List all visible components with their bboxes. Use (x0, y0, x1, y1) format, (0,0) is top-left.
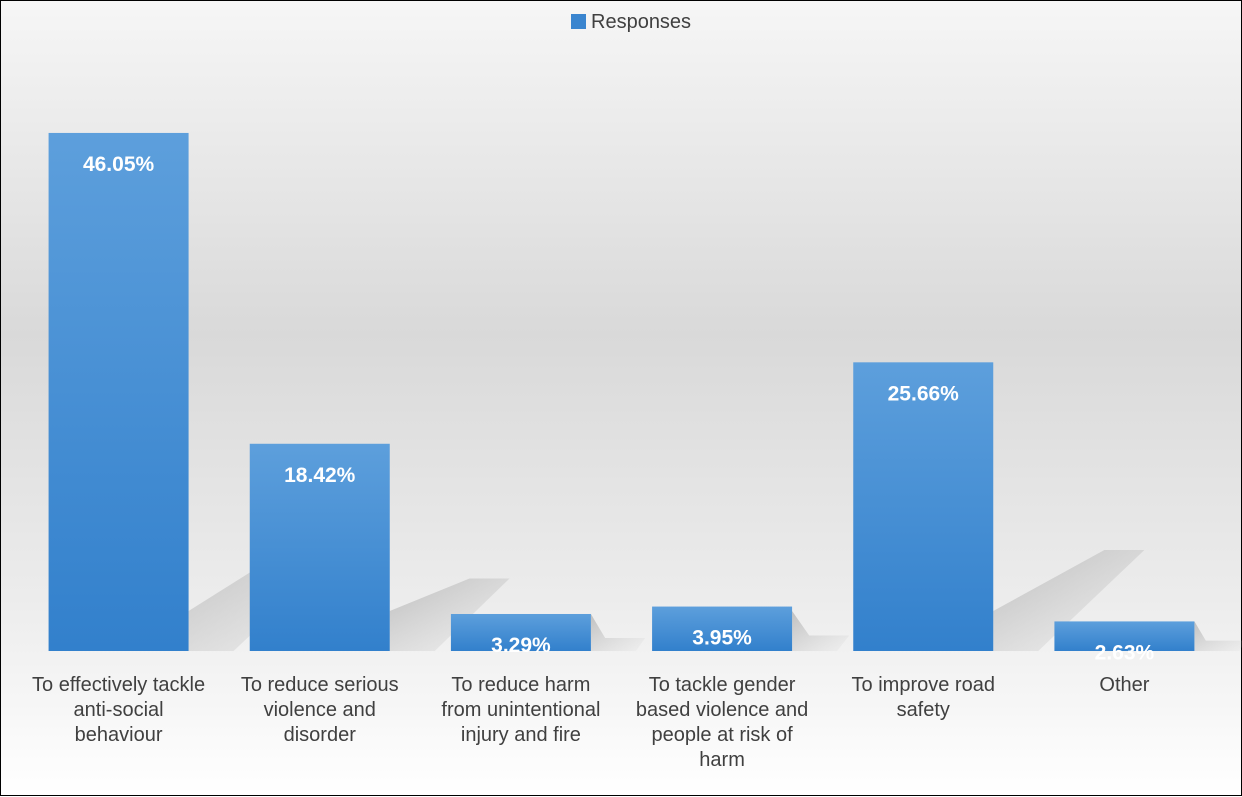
bar (853, 362, 994, 651)
bar-shadow (590, 613, 646, 651)
bar (249, 443, 390, 651)
x-tick-label: Other (1099, 674, 1149, 696)
data-label: 18.42% (284, 464, 356, 487)
bar-shadow (792, 611, 850, 651)
data-label: 25.66% (888, 382, 960, 405)
x-axis-labels: To effectively tackle anti-social behaviou… (32, 674, 1150, 771)
legend-label: Responses (591, 11, 691, 33)
bar-shadow (993, 549, 1145, 651)
legend: Responses (571, 11, 691, 33)
x-tick-label: To effectively tackle anti-social behaviou… (32, 674, 205, 746)
x-tick-label: To improve road safety (852, 674, 995, 721)
data-label: 3.95% (692, 627, 752, 650)
bar-shadow (389, 578, 510, 651)
bars (48, 132, 1195, 651)
legend-swatch (571, 14, 586, 29)
x-tick-label: To reduce serious violence and disorder (241, 674, 399, 746)
bar-shadow (1194, 621, 1242, 651)
bar (652, 606, 793, 651)
data-labels: 46.05% 18.42% 3.29% 3.95% 25.66% 2.63% (83, 153, 1155, 664)
x-tick-label: To reduce harm from unintentional injury a… (441, 674, 600, 746)
bar (450, 613, 591, 651)
data-label: 3.29% (491, 634, 551, 657)
bar (48, 132, 189, 651)
bar (1054, 621, 1195, 651)
x-tick-label: To tackle gender based violence and people… (636, 674, 808, 771)
data-label: 2.63% (1095, 641, 1155, 664)
data-label: 46.05% (83, 153, 155, 176)
